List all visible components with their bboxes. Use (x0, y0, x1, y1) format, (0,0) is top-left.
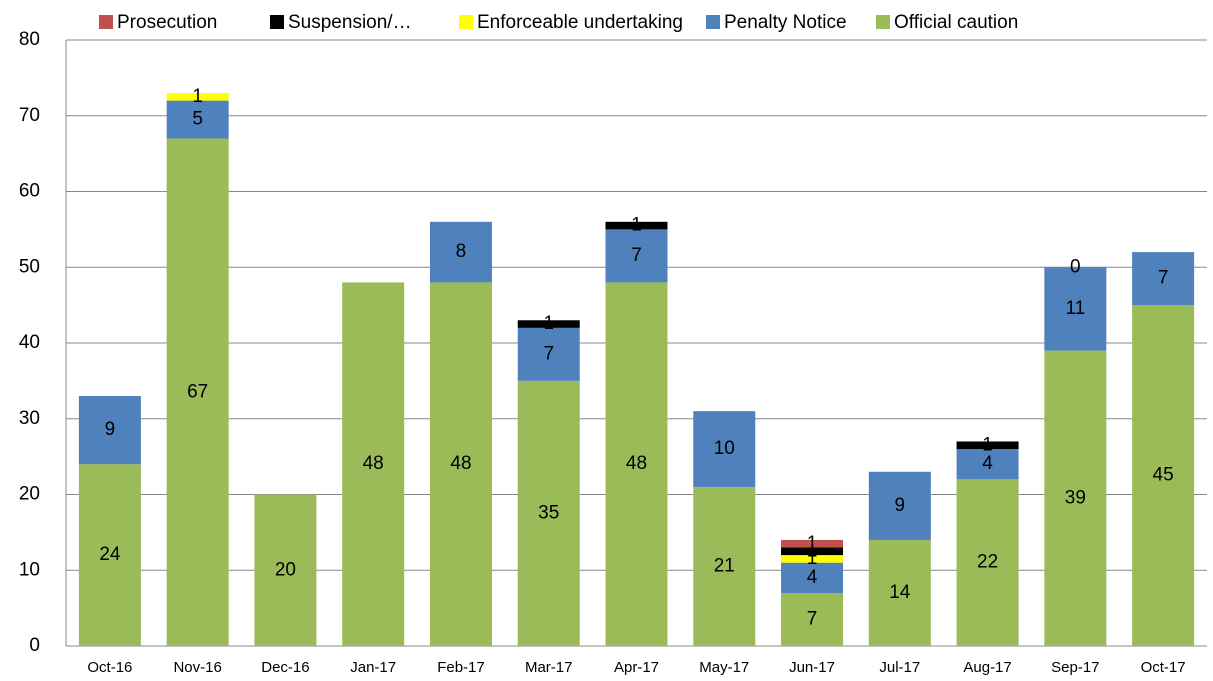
bar-segment (781, 562, 844, 593)
data-label: 7 (543, 343, 554, 364)
x-tick-label: May-17 (699, 659, 749, 676)
data-label: 24 (99, 544, 121, 565)
data-label: 7 (631, 245, 642, 266)
bar-segment (166, 93, 229, 101)
legend-label: Enforceable undertaking (477, 12, 683, 33)
legend-label: Suspension/… (288, 12, 412, 33)
data-label: 39 (1065, 487, 1086, 508)
bar-segment (166, 138, 229, 646)
legend-swatch (876, 15, 890, 29)
bar-segment (254, 494, 317, 646)
data-label: 1 (807, 548, 818, 569)
legend-label: Penalty Notice (724, 12, 847, 33)
x-tick-label: Feb-17 (437, 659, 485, 676)
y-tick-label: 10 (19, 559, 40, 580)
bar-segment (517, 320, 580, 328)
y-tick-label: 60 (19, 181, 40, 202)
x-tick-label: Apr-17 (614, 659, 659, 676)
y-tick-label: 0 (29, 635, 40, 656)
data-label: 7 (807, 609, 818, 630)
legend-label: Official caution (894, 12, 1018, 33)
bar-segment (605, 282, 668, 646)
bar-segment (781, 592, 844, 646)
data-label: 45 (1153, 465, 1174, 486)
legend-swatch (99, 15, 113, 29)
y-tick-label: 30 (19, 408, 40, 429)
bar-segment (1044, 267, 1107, 351)
bar-segment (956, 449, 1019, 480)
y-tick-label: 40 (19, 332, 40, 353)
legend-swatch (459, 15, 473, 29)
bar-segment (605, 229, 668, 283)
data-label: 11 (1065, 298, 1085, 319)
data-label: 20 (275, 559, 296, 580)
bar-segment (517, 327, 580, 381)
data-label: 1 (807, 540, 818, 561)
x-tick-label: Mar-17 (525, 659, 573, 676)
data-label: 1 (192, 86, 203, 107)
x-tick-label: Jul-17 (879, 659, 920, 676)
legend-swatch (706, 15, 720, 29)
x-tick-label: Dec-16 (261, 659, 309, 676)
data-label: 4 (807, 567, 818, 588)
x-tick-label: Oct-17 (1141, 659, 1186, 676)
x-tick-label: Sep-17 (1051, 659, 1099, 676)
data-label: 8 (456, 241, 467, 262)
data-label: 48 (450, 453, 471, 474)
x-tick-label: Nov-16 (173, 659, 221, 676)
bar-segment (1044, 350, 1107, 646)
legend-label: Prosecution (117, 12, 217, 33)
data-label: 0 (1070, 256, 1081, 277)
x-tick-label: Oct-16 (87, 659, 132, 676)
bar-segment (517, 380, 580, 646)
bar-segment (605, 221, 668, 230)
y-tick-label: 50 (19, 256, 40, 277)
y-tick-label: 20 (19, 484, 40, 505)
legend-swatch (270, 15, 284, 29)
data-label: 1 (631, 215, 642, 236)
data-label: 9 (105, 419, 116, 440)
y-tick-label: 70 (19, 105, 40, 126)
bar-segment (342, 282, 405, 646)
bar-segment (868, 539, 931, 646)
bar-segment (781, 539, 844, 548)
bar-segment (868, 471, 931, 540)
bar-segment (781, 547, 844, 556)
data-label: 10 (714, 438, 735, 459)
bar-segment (781, 555, 844, 563)
bar-segment (166, 100, 229, 139)
bar-segment (956, 479, 1019, 646)
data-label: 35 (538, 502, 559, 523)
bar-segment (429, 282, 492, 646)
bar-segment (78, 396, 141, 465)
bar-segment (429, 221, 492, 283)
bar-segment (1132, 252, 1195, 306)
bar-segment (78, 464, 141, 646)
data-label: 1 (807, 533, 818, 554)
data-label: 14 (889, 582, 911, 603)
bar-segment (693, 486, 756, 646)
data-label: 1 (543, 313, 554, 334)
data-label: 4 (982, 453, 993, 474)
data-label: 67 (187, 381, 208, 402)
data-label: 21 (714, 555, 735, 576)
bar-segment (956, 441, 1019, 450)
data-label: 5 (192, 109, 203, 130)
data-label: 48 (626, 453, 647, 474)
data-label: 48 (363, 453, 384, 474)
data-label: 1 (982, 434, 993, 455)
x-tick-label: Jan-17 (350, 659, 396, 676)
data-label: 7 (1158, 268, 1169, 289)
x-tick-label: Aug-17 (963, 659, 1011, 676)
x-tick-label: Jun-17 (789, 659, 835, 676)
data-label: 9 (895, 495, 906, 516)
bar-segment (1132, 305, 1195, 646)
bar-segment (693, 411, 756, 487)
data-label: 22 (977, 552, 998, 573)
y-tick-label: 80 (19, 29, 40, 50)
